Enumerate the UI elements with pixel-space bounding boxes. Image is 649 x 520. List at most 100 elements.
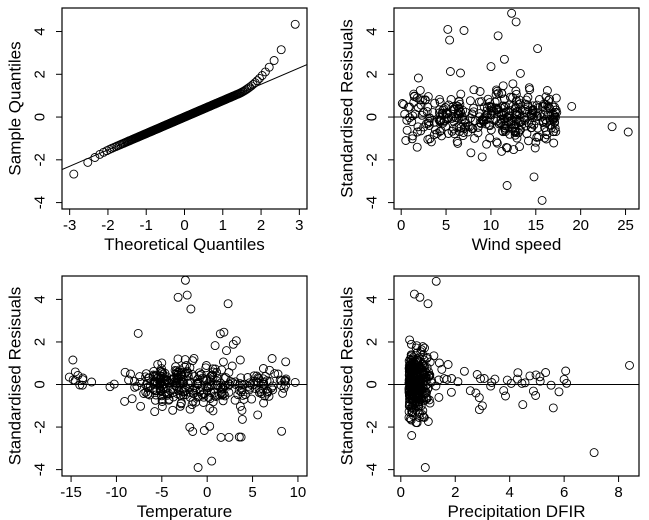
x-tick-label: 3 [295,217,303,234]
data-point [532,132,542,142]
data-point [489,106,499,116]
data-point [435,116,445,126]
data-point [143,389,153,399]
data-point [130,376,139,386]
data-point [252,371,262,381]
x-tick-label: 0 [397,217,405,234]
data-point [531,137,541,147]
data-point [518,400,528,410]
data-point [411,368,421,378]
data-point [412,93,422,103]
data-point [414,413,424,423]
data-point [189,353,199,363]
data-point [216,432,226,442]
data-point [486,125,496,135]
data-point [142,379,152,388]
data-point [139,389,149,398]
y-tick-label: -4 [364,463,381,476]
data-point [511,127,521,137]
data-point [499,54,509,64]
data-point [466,148,476,158]
data-point [193,379,203,389]
y-tick-label: -2 [32,420,49,433]
data-point [420,343,429,353]
data-point [193,463,203,472]
data-point [78,373,88,383]
data-point [150,395,160,405]
data-point [419,122,429,132]
data-point [479,374,489,383]
data-point [511,17,521,27]
data-point [407,134,417,144]
y-tick-label: -4 [32,463,49,476]
data-point [235,401,245,411]
data-point [276,381,286,391]
data-point [421,372,431,382]
x-tick-label: 2 [257,217,265,234]
x-tick-label: 5 [442,217,450,234]
data-point [530,143,540,153]
data-point [150,407,160,417]
data-point [87,377,97,387]
data-point [90,153,100,162]
data-point [623,127,633,137]
data-point [512,133,522,143]
data-point [164,394,174,404]
x-tick-label: 20 [572,217,589,234]
data-point [197,390,207,400]
data-point [525,85,535,95]
data-point [237,385,247,395]
data-point [130,382,140,392]
data-point [418,406,428,416]
data-point [418,342,428,352]
data-point [512,374,522,384]
data-point [441,108,451,118]
data-point [105,144,114,154]
data-point [239,394,249,404]
data-point [216,388,226,398]
data-point [206,372,215,382]
data-point [204,392,214,402]
data-point [234,432,244,442]
data-point [126,369,135,379]
data-point [498,127,508,137]
data-point [418,383,428,393]
data-point [237,380,247,390]
data-point [179,369,189,379]
data-point [519,112,529,122]
data-point [419,355,429,365]
data-point [408,131,418,141]
data-point [157,397,167,406]
data-point [198,398,208,407]
data-point [439,104,449,114]
data-point [290,377,300,387]
data-point [474,393,484,403]
y-tick-label: -4 [32,196,49,209]
data-point [533,123,543,133]
data-point [514,95,524,105]
data-point [259,398,269,408]
data-point [404,407,414,417]
data-point [168,405,178,415]
data-point [511,89,521,99]
data-point [545,104,555,114]
data-point [422,354,432,363]
data-point [525,371,535,381]
data-point [182,366,192,376]
data-point [431,381,441,391]
data-point [249,371,259,381]
data-point [535,372,545,382]
data-point [237,414,247,424]
data-point [436,126,446,136]
data-point [501,391,510,401]
x-tick-label: 10 [483,217,500,234]
x-tick-label: -3 [63,217,76,234]
data-point [410,109,420,119]
x-tick-label: 15 [527,217,544,234]
data-point [403,102,413,112]
data-point [492,137,502,147]
data-point [538,101,548,111]
data-point [528,386,538,396]
data-point [275,375,285,385]
